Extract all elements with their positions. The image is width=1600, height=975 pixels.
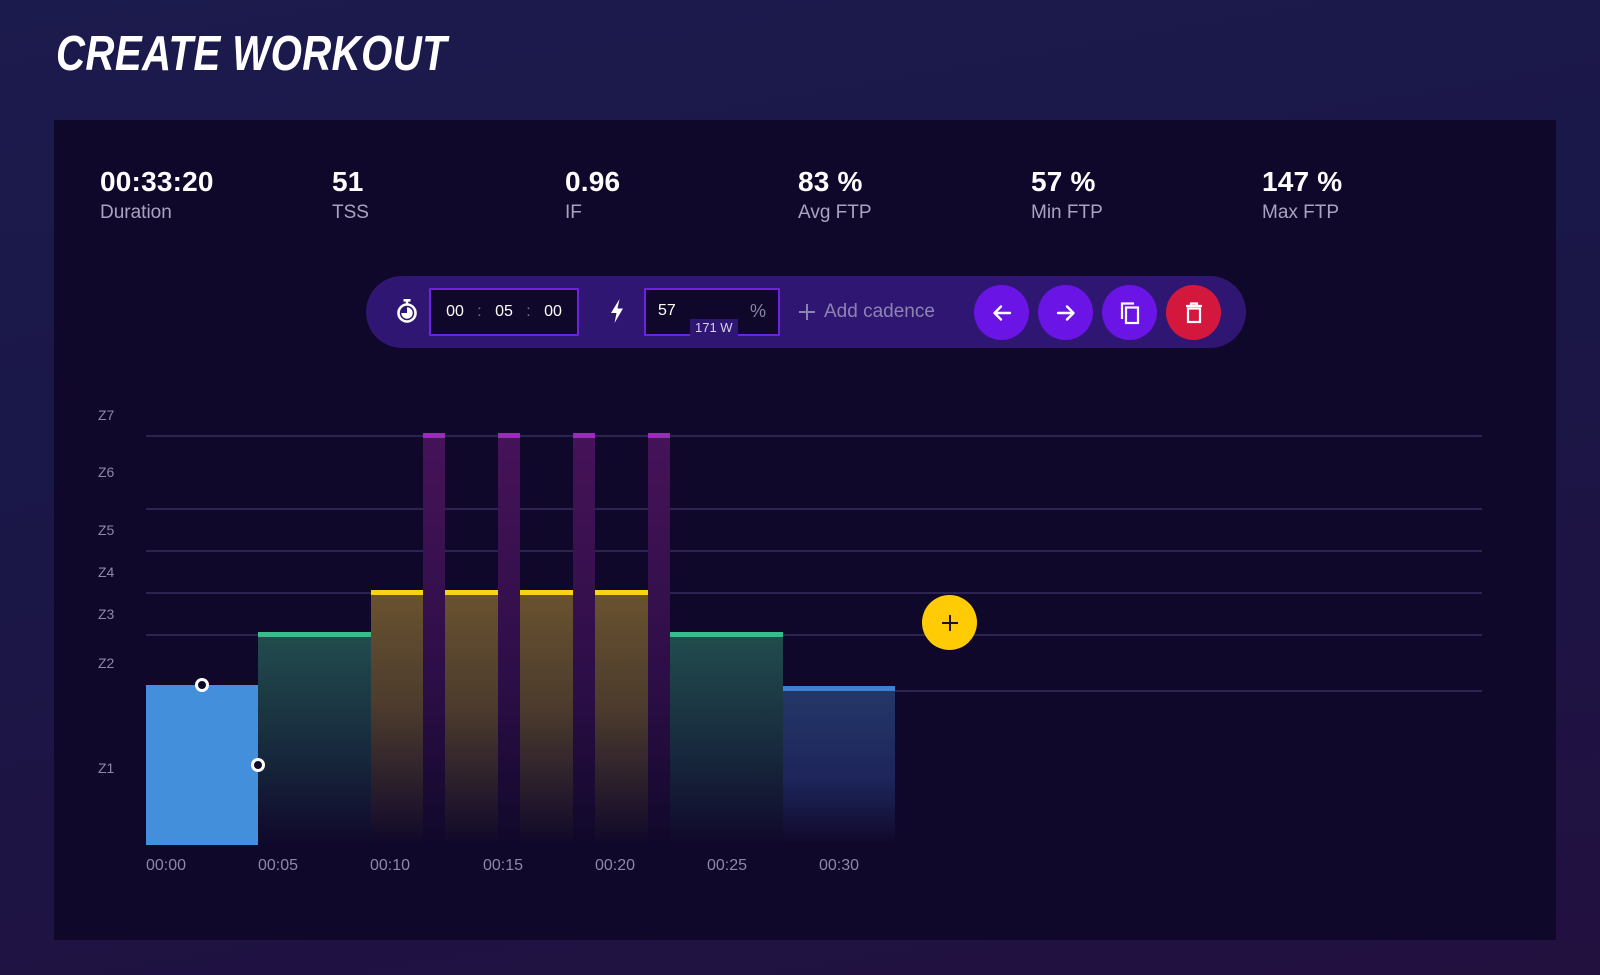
bar-cap <box>573 433 595 438</box>
trash-icon <box>1185 301 1202 323</box>
add-cadence-label: Add cadence <box>824 301 935 322</box>
duration-seconds[interactable]: 00 <box>544 303 562 320</box>
bar-cap <box>445 590 498 595</box>
stat-label: Avg FTP <box>798 202 872 223</box>
page-title: CREATE WORKOUT <box>56 27 448 81</box>
stat-label: Max FTP <box>1262 202 1340 223</box>
power-unit: % <box>749 301 766 321</box>
interval-bar[interactable] <box>371 590 423 845</box>
interval-power-input[interactable]: 57 % 171 W <box>644 288 780 336</box>
plus-icon <box>941 614 958 631</box>
stat-value: 83 % <box>798 166 863 197</box>
workout-editor-panel: 00:33:20 Duration 51 TSS 0.96 IF 83 % Av… <box>54 120 1556 940</box>
power-watts-badge: 171 W <box>690 319 738 336</box>
stat-value: 147 % <box>1262 166 1343 197</box>
interval-bar[interactable] <box>498 433 520 845</box>
stat-value: 51 <box>332 166 364 197</box>
bar-cap <box>595 590 648 595</box>
stat-label: Duration <box>100 202 172 223</box>
gridline <box>146 634 1482 636</box>
interval-duration-input[interactable]: 00 : 05 : 00 <box>429 288 579 336</box>
bar-cap <box>670 632 783 637</box>
interval-bar[interactable] <box>573 433 595 845</box>
interval-toolbar: 00 : 05 : 00 57 % 171 W Add cadence <box>366 276 1246 348</box>
bar-cap <box>423 433 445 438</box>
stat-label: IF <box>565 202 582 223</box>
copy-icon <box>1120 301 1139 324</box>
stat-value: 0.96 <box>565 166 621 197</box>
interval-bar[interactable] <box>445 590 498 845</box>
x-tick-label: 00:25 <box>707 857 748 874</box>
x-tick-label: 00:00 <box>146 857 187 874</box>
zone-label-z7: Z7 <box>98 407 115 423</box>
bar-cap <box>783 686 895 691</box>
bar-cap <box>498 433 520 438</box>
bar-cap <box>648 433 670 438</box>
gridline <box>146 508 1482 510</box>
time-separator: : <box>526 303 531 320</box>
interval-bar[interactable] <box>520 590 573 845</box>
time-separator: : <box>477 303 482 320</box>
stat-label: Min FTP <box>1031 202 1103 223</box>
zone-label-z1: Z1 <box>98 760 115 776</box>
gridline <box>146 550 1482 552</box>
power-drag-handle[interactable] <box>195 678 209 692</box>
zone-label-z5: Z5 <box>98 522 115 538</box>
delete-interval-button[interactable] <box>1166 285 1221 340</box>
add-interval-button[interactable] <box>922 595 977 650</box>
arrow-left-icon <box>992 304 1011 321</box>
stopwatch-icon <box>392 296 422 326</box>
interval-bar[interactable] <box>670 632 783 845</box>
stat-tss: 51 TSS <box>332 166 369 224</box>
stat-label: TSS <box>332 202 369 223</box>
zone-label-z4: Z4 <box>98 564 115 580</box>
bar-cap <box>258 632 371 637</box>
interval-bar[interactable] <box>783 686 895 845</box>
interval-bar[interactable] <box>648 433 670 845</box>
interval-bar-selected[interactable] <box>146 685 258 845</box>
zone-label-z3: Z3 <box>98 606 115 622</box>
x-tick-label: 00:10 <box>370 857 411 874</box>
x-tick-label: 00:05 <box>258 857 299 874</box>
gridline <box>146 592 1482 594</box>
move-interval-right-button[interactable] <box>1038 285 1093 340</box>
bar-cap <box>371 590 423 595</box>
lightning-bolt-icon <box>602 296 632 326</box>
zone-label-z2: Z2 <box>98 655 115 671</box>
x-tick-label: 00:20 <box>595 857 636 874</box>
stat-duration: 00:33:20 Duration <box>100 166 214 224</box>
duration-minutes[interactable]: 05 <box>495 303 513 320</box>
gridline <box>146 435 1482 437</box>
power-percent-value[interactable]: 57 <box>658 302 676 319</box>
interval-bar[interactable] <box>258 632 371 845</box>
add-cadence-button[interactable]: Add cadence <box>798 298 935 326</box>
zone-label-z6: Z6 <box>98 464 115 480</box>
plus-icon <box>799 304 815 320</box>
interval-bar[interactable] <box>423 433 445 845</box>
x-tick-label: 00:15 <box>483 857 524 874</box>
bar-cap <box>520 590 573 595</box>
stat-avg-ftp: 83 % Avg FTP <box>798 166 872 224</box>
duration-hours[interactable]: 00 <box>446 303 464 320</box>
workout-chart: Z7 Z6 Z5 Z4 Z3 Z2 Z1 <box>54 120 1556 940</box>
stat-if: 0.96 IF <box>565 166 620 224</box>
duplicate-interval-button[interactable] <box>1102 285 1157 340</box>
duration-drag-handle[interactable] <box>251 758 265 772</box>
arrow-right-icon <box>1056 304 1075 321</box>
x-tick-label: 00:30 <box>819 857 860 874</box>
stat-value: 00:33:20 <box>100 166 214 197</box>
stat-value: 57 % <box>1031 166 1096 197</box>
stat-min-ftp: 57 % Min FTP <box>1031 166 1103 224</box>
interval-bar[interactable] <box>595 590 648 845</box>
move-interval-left-button[interactable] <box>974 285 1029 340</box>
workout-stats: 00:33:20 Duration 51 TSS 0.96 IF 83 % Av… <box>100 166 1500 236</box>
stat-max-ftp: 147 % Max FTP <box>1262 166 1342 224</box>
